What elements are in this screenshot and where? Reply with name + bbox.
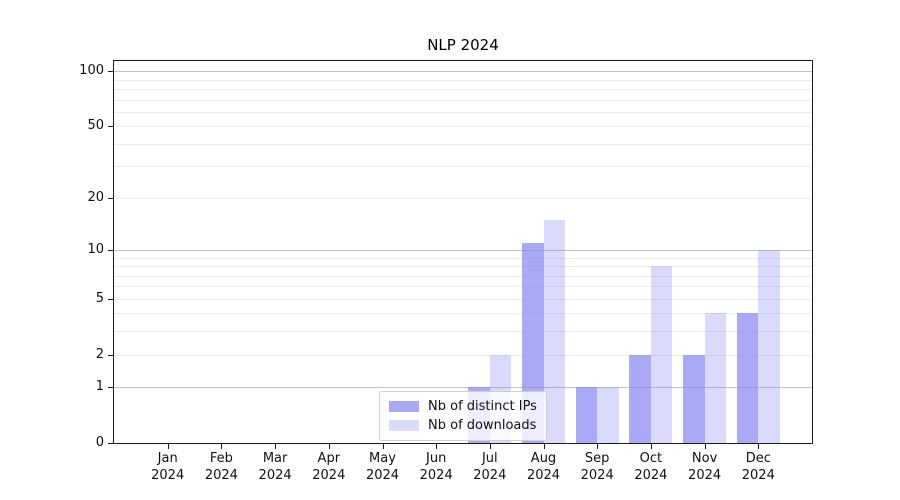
x-axis-tick bbox=[328, 444, 330, 449]
y-axis-tick-label: 1 bbox=[95, 379, 104, 395]
bar-downloads bbox=[758, 249, 780, 443]
bar-distinct-ips bbox=[736, 313, 759, 443]
x-axis-tick-label: Sep 2024 bbox=[580, 451, 614, 483]
legend-label: Nb of distinct IPs bbox=[428, 399, 537, 414]
legend-item: Nb of distinct IPs bbox=[389, 397, 537, 416]
gridline-minor bbox=[114, 111, 812, 113]
y-axis-tick-label: 2 bbox=[95, 346, 104, 362]
y-axis-tick bbox=[108, 249, 113, 251]
gridline-minor bbox=[114, 166, 812, 168]
gridline-major bbox=[114, 71, 812, 73]
gridline-minor bbox=[114, 286, 812, 288]
y-axis-tick bbox=[108, 197, 113, 199]
x-axis-tick-label: Nov 2024 bbox=[688, 451, 722, 483]
y-axis-tick bbox=[108, 71, 113, 73]
x-axis-tick-label: Apr 2024 bbox=[312, 451, 346, 483]
x-axis-tick bbox=[275, 444, 277, 449]
gridline-minor bbox=[114, 143, 812, 145]
gridline-minor bbox=[114, 257, 812, 259]
x-axis-tick bbox=[221, 444, 223, 449]
bar-distinct-ips bbox=[575, 387, 598, 443]
legend-swatch-downloads bbox=[389, 420, 419, 431]
x-axis-tick-label: Jun 2024 bbox=[419, 451, 453, 483]
legend: Nb of distinct IPs Nb of downloads bbox=[379, 391, 547, 441]
x-axis-tick bbox=[704, 444, 706, 449]
gridline-minor bbox=[114, 79, 812, 81]
gridline-minor bbox=[114, 275, 812, 277]
y-axis-tick bbox=[108, 298, 113, 300]
x-axis-tick-label: Aug 2024 bbox=[526, 451, 561, 483]
x-axis-tick-label: Mar 2024 bbox=[258, 451, 292, 483]
y-axis-tick-label: 50 bbox=[87, 118, 104, 134]
bar-distinct-ips bbox=[683, 354, 705, 443]
x-axis-tick-label: Oct 2024 bbox=[634, 451, 668, 483]
x-axis-tick bbox=[382, 444, 384, 449]
plot-area: Nb of distinct IPs Nb of downloads bbox=[113, 60, 813, 444]
bar-distinct-ips bbox=[629, 354, 651, 443]
y-axis-tick-label: 100 bbox=[79, 63, 104, 79]
y-axis-tick-label: 20 bbox=[87, 189, 104, 205]
x-axis-tick bbox=[650, 444, 652, 449]
gridline-minor bbox=[114, 331, 812, 333]
gridline-major bbox=[114, 387, 812, 389]
bar-downloads bbox=[704, 313, 727, 443]
x-axis-tick-label: Feb 2024 bbox=[204, 451, 238, 483]
bar-downloads bbox=[650, 266, 673, 443]
y-axis-tick bbox=[108, 387, 113, 389]
gridline-minor bbox=[114, 313, 812, 315]
y-axis-tick bbox=[108, 443, 113, 444]
x-axis-tick-label: Jul 2024 bbox=[473, 451, 507, 483]
gridline-minor bbox=[114, 354, 812, 356]
gridline-major bbox=[114, 249, 812, 251]
legend-item: Nb of downloads bbox=[389, 416, 537, 435]
x-axis-tick-label: Jan 2024 bbox=[151, 451, 185, 483]
x-axis-tick bbox=[758, 444, 760, 449]
gridline-minor bbox=[114, 126, 812, 128]
gridline-minor bbox=[114, 99, 812, 101]
gridline-minor bbox=[114, 298, 812, 300]
x-axis-tick-label: May 2024 bbox=[365, 451, 400, 483]
x-axis-tick bbox=[489, 444, 491, 449]
x-axis-tick bbox=[543, 444, 545, 449]
bar-downloads bbox=[543, 219, 565, 443]
y-axis-tick-label: 5 bbox=[95, 290, 104, 306]
y-axis-tick-label: 0 bbox=[95, 435, 104, 450]
gridline-minor bbox=[114, 266, 812, 267]
y-axis-tick bbox=[108, 126, 113, 128]
x-axis-tick bbox=[167, 444, 169, 449]
gridline-minor bbox=[114, 89, 812, 91]
legend-label: Nb of downloads bbox=[428, 418, 537, 433]
chart-title: NLP 2024 bbox=[427, 36, 499, 54]
x-axis-tick bbox=[597, 444, 599, 449]
x-axis-tick bbox=[436, 444, 438, 449]
gridline-minor bbox=[114, 197, 812, 199]
y-axis-tick bbox=[108, 354, 113, 356]
legend-swatch-distinct-ips bbox=[389, 401, 419, 412]
y-axis-tick-label: 10 bbox=[87, 241, 104, 257]
x-axis-tick-label: Dec 2024 bbox=[741, 451, 775, 483]
bar-downloads bbox=[597, 387, 619, 443]
